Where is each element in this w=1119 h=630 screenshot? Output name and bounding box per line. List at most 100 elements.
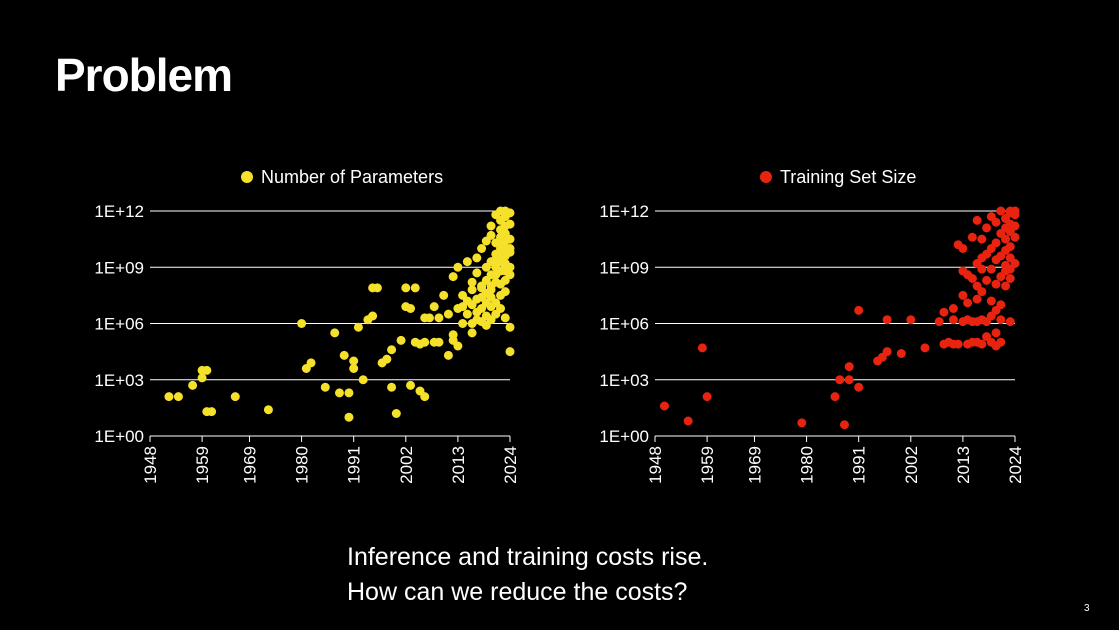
data-point bbox=[263, 405, 273, 415]
data-point bbox=[896, 349, 906, 358]
legend-marker bbox=[759, 171, 772, 183]
data-point bbox=[882, 315, 892, 325]
data-point bbox=[443, 350, 453, 360]
data-point bbox=[358, 375, 368, 385]
data-point bbox=[406, 380, 416, 390]
data-point bbox=[967, 232, 977, 242]
x-tick-label: 1948 bbox=[646, 446, 665, 484]
y-tick-label: 1E+09 bbox=[94, 258, 144, 277]
data-point bbox=[1010, 259, 1020, 268]
x-tick-label: 2013 bbox=[449, 446, 468, 484]
data-point bbox=[344, 388, 354, 398]
data-point bbox=[1010, 232, 1020, 242]
data-point bbox=[349, 364, 359, 373]
data-point bbox=[382, 354, 392, 364]
data-point bbox=[977, 264, 987, 274]
data-point bbox=[697, 343, 707, 353]
x-tick-label: 2013 bbox=[954, 446, 973, 484]
data-point bbox=[967, 274, 977, 283]
data-point bbox=[986, 264, 996, 274]
slide-title: Problem bbox=[55, 49, 233, 101]
data-point bbox=[173, 392, 183, 402]
data-point bbox=[339, 350, 349, 360]
data-point bbox=[505, 322, 515, 332]
data-point bbox=[982, 275, 992, 285]
data-point bbox=[372, 283, 382, 293]
data-point bbox=[991, 238, 1001, 248]
data-point bbox=[472, 253, 482, 263]
data-point bbox=[844, 362, 854, 372]
data-point bbox=[906, 315, 916, 325]
data-point bbox=[953, 339, 963, 349]
data-point bbox=[963, 298, 973, 308]
data-point bbox=[297, 319, 307, 328]
data-point bbox=[505, 234, 515, 244]
data-point bbox=[462, 257, 472, 267]
data-point bbox=[991, 279, 1001, 289]
data-point bbox=[977, 234, 987, 244]
chart-number-of-parameters: Number of Parameters 1E+00 1E+03 1E+06 1E+09… bbox=[94, 167, 520, 484]
x-tick-label: 1991 bbox=[850, 446, 869, 484]
legend: Training Set Size bbox=[759, 167, 916, 187]
data-point bbox=[702, 392, 712, 402]
data-point bbox=[486, 230, 496, 240]
legend-marker bbox=[241, 171, 253, 183]
data-point bbox=[391, 409, 401, 418]
y-tick-label: 1E+06 bbox=[599, 315, 649, 334]
data-point bbox=[330, 328, 340, 338]
data-point bbox=[1010, 221, 1020, 231]
data-point bbox=[1005, 317, 1015, 327]
data-point bbox=[991, 328, 1001, 338]
x-tick-label: 1980 bbox=[798, 446, 817, 484]
data-point bbox=[202, 365, 212, 375]
data-point bbox=[839, 420, 849, 430]
data-point bbox=[854, 382, 864, 392]
data-point bbox=[659, 401, 669, 411]
legend: Number of Parameters bbox=[241, 167, 443, 187]
data-point bbox=[500, 287, 510, 297]
legend-label: Number of Parameters bbox=[261, 167, 443, 187]
data-point bbox=[477, 244, 487, 253]
data-point bbox=[320, 382, 330, 392]
y-tick-label: 1E+00 bbox=[94, 427, 144, 446]
data-point bbox=[854, 305, 864, 315]
y-tick-label: 1E+09 bbox=[599, 258, 649, 277]
data-point bbox=[958, 290, 968, 300]
data-point bbox=[500, 313, 510, 323]
x-tick-label: 1959 bbox=[193, 446, 212, 484]
data-point bbox=[505, 244, 515, 253]
data-point bbox=[410, 283, 420, 293]
data-point bbox=[467, 328, 477, 338]
data-point bbox=[683, 416, 693, 426]
data-point bbox=[1001, 281, 1011, 291]
data-point bbox=[334, 388, 344, 398]
data-point bbox=[467, 277, 477, 287]
data-point bbox=[972, 294, 982, 304]
data-point bbox=[972, 215, 982, 225]
caption-line-2: How can we reduce the costs? bbox=[347, 578, 688, 606]
x-tick-label: 2024 bbox=[1006, 446, 1025, 484]
data-point bbox=[996, 206, 1006, 216]
data-point bbox=[505, 270, 515, 280]
legend-label: Training Set Size bbox=[780, 167, 916, 187]
data-point bbox=[424, 313, 434, 323]
data-point bbox=[496, 304, 506, 313]
y-tick-label: 1E+00 bbox=[599, 427, 649, 446]
data-point bbox=[505, 347, 515, 357]
data-point bbox=[368, 311, 378, 321]
x-tick-label: 2002 bbox=[397, 446, 416, 484]
x-tick-label: 1969 bbox=[745, 446, 764, 484]
data-point bbox=[207, 407, 217, 417]
data-point bbox=[977, 339, 987, 349]
data-point bbox=[835, 375, 845, 385]
x-tick-label: 1980 bbox=[293, 446, 312, 484]
data-point bbox=[1005, 274, 1015, 283]
data-point bbox=[505, 262, 515, 272]
data-points bbox=[659, 206, 1020, 430]
data-point bbox=[505, 208, 515, 218]
data-point bbox=[448, 272, 458, 282]
data-point bbox=[439, 290, 449, 300]
data-point bbox=[406, 304, 416, 313]
data-point bbox=[230, 392, 240, 402]
data-point bbox=[420, 337, 430, 347]
